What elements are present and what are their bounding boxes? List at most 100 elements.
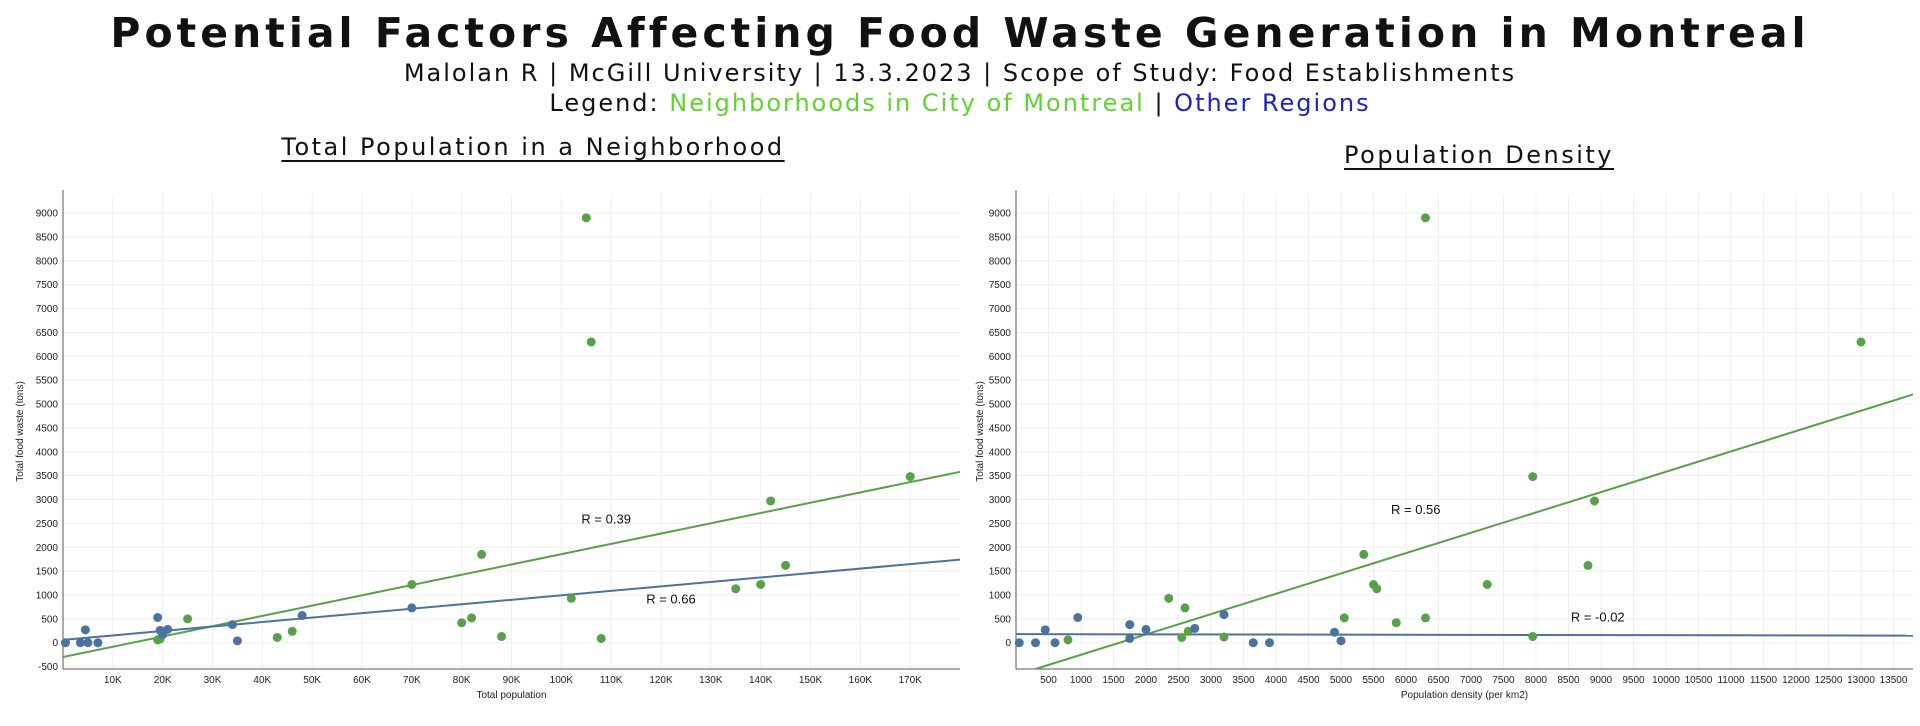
data-point-green	[766, 496, 776, 506]
x-tick-label: 11000	[1717, 675, 1745, 686]
y-tick-label: 4500	[989, 423, 1012, 434]
subtitle: Malolan R | McGill University | 13.3.202…	[403, 59, 1517, 87]
y-tick-label: 5500	[989, 376, 1012, 387]
data-point-blue	[83, 638, 93, 648]
legend-prefix: Legend:	[549, 89, 670, 117]
data-point-blue	[1125, 633, 1135, 643]
population-scatter-chart: 10K 20K 30K 40K 50K 60K 70K 80K 90K 100K 110K 120K 1…	[15, 190, 960, 701]
x-tick-label: 1000	[1070, 675, 1093, 686]
data-point-blue	[1219, 610, 1229, 620]
data-point-blue	[1050, 638, 1060, 648]
data-point-blue	[75, 638, 85, 648]
x-tick-label: 12000	[1782, 675, 1810, 686]
data-point-blue	[297, 611, 307, 621]
data-point-green	[287, 626, 297, 636]
y-tick-label: 1000	[36, 591, 59, 602]
x-tick-label: 9000	[1590, 675, 1613, 686]
data-point-blue	[1336, 636, 1346, 646]
correlation-label-green: R = 0.39	[581, 511, 631, 526]
trendline-blue	[1016, 633, 1913, 637]
y-tick-label: 7000	[989, 304, 1012, 315]
x-tick-label: 12500	[1815, 675, 1843, 686]
data-point-blue	[1141, 624, 1151, 634]
density-scatter-chart: 500 1000 1500 2000 2500 3000 3500 4000 4500 5000 5…	[975, 190, 1913, 701]
data-point-green	[457, 618, 467, 628]
x-tick-label: 7500	[1492, 675, 1515, 686]
trendline-green	[1035, 393, 1913, 669]
y-tick-label: 8500	[989, 232, 1012, 243]
y-tick-label: 2000	[36, 543, 59, 554]
y-tick-label: 8000	[989, 256, 1012, 267]
x-tick-label: 8000	[1525, 675, 1548, 686]
data-point-green	[1482, 580, 1492, 590]
y-tick-label: 4500	[36, 423, 59, 434]
data-point-green	[1421, 213, 1430, 223]
data-point-blue	[1073, 612, 1083, 622]
y-tick-label: 3500	[36, 471, 59, 482]
x-tick-label: 4000	[1265, 675, 1288, 686]
x-tick-label: 150K	[799, 675, 823, 686]
y-tick-label: 2500	[36, 519, 59, 530]
legend-separator: |	[1144, 89, 1175, 117]
data-point-green	[756, 580, 766, 590]
data-point-blue	[407, 603, 417, 613]
x-tick-label: 50K	[303, 675, 321, 686]
y-tick-label: 9000	[36, 209, 59, 220]
data-point-blue	[60, 638, 70, 648]
y-tick-label: 7500	[989, 280, 1012, 291]
data-point-blue	[1014, 638, 1024, 648]
data-point-green	[905, 472, 915, 482]
y-tick-label: 5000	[989, 400, 1012, 411]
y-tick-label: 3000	[36, 495, 59, 506]
y-tick-label: 1000	[989, 591, 1012, 602]
y-tick-label: 6000	[989, 352, 1012, 363]
y-tick-label: 500	[994, 614, 1011, 625]
y-tick-label: 500	[41, 614, 58, 625]
correlation-label-blue: R = -0.02	[1571, 610, 1625, 625]
data-point-green	[477, 549, 487, 559]
y-tick-label: 1500	[36, 567, 59, 578]
data-point-green	[566, 593, 576, 603]
correlation-label-blue: R = 0.66	[646, 592, 696, 607]
correlation-label-green: R = 0.56	[1391, 502, 1441, 517]
x-tick-label: 60K	[353, 675, 371, 686]
header: Potential Factors Affecting Food Waste G…	[0, 0, 1920, 118]
y-tick-label: -500	[38, 662, 58, 673]
y-tick-label: 6500	[989, 328, 1012, 339]
y-tick-label: 0	[52, 638, 58, 649]
x-tick-label: 500	[1040, 675, 1057, 686]
x-tick-label: 5500	[1362, 675, 1385, 686]
x-tick-label: 1500	[1102, 675, 1125, 686]
data-point-blue	[93, 638, 103, 648]
data-point-green	[1359, 549, 1369, 559]
data-point-green	[1421, 613, 1430, 623]
data-point-blue	[1265, 638, 1274, 648]
x-tick-label: 3500	[1232, 675, 1255, 686]
y-tick-label: 9000	[989, 209, 1012, 220]
data-point-green	[596, 633, 606, 643]
data-point-blue	[1330, 627, 1339, 637]
y-tick-label: 6500	[36, 328, 59, 339]
y-tick-label: 5000	[36, 400, 59, 411]
data-point-green	[1063, 635, 1073, 645]
data-point-green	[1391, 618, 1401, 628]
data-point-blue	[1190, 623, 1200, 633]
data-point-green	[1528, 472, 1538, 482]
x-tick-label: 3000	[1200, 675, 1223, 686]
data-point-blue	[1125, 620, 1135, 630]
data-point-green	[581, 213, 591, 223]
data-point-green	[467, 613, 477, 623]
x-tick-label: 6500	[1427, 675, 1450, 686]
data-point-blue	[232, 636, 242, 646]
y-axis-label: Total food waste (tons)	[975, 381, 986, 482]
x-tick-label: 120K	[649, 675, 673, 686]
chart-title-density: Population Density	[1344, 141, 1614, 169]
data-point-green	[1590, 496, 1599, 506]
y-tick-label: 7000	[36, 304, 59, 315]
x-tick-label: 40K	[253, 675, 271, 686]
x-tick-label: 13500	[1880, 675, 1908, 686]
x-tick-label: 6000	[1395, 675, 1418, 686]
x-tick-label: 90K	[503, 675, 521, 686]
data-point-green	[1583, 560, 1593, 570]
data-point-green	[1164, 593, 1174, 603]
